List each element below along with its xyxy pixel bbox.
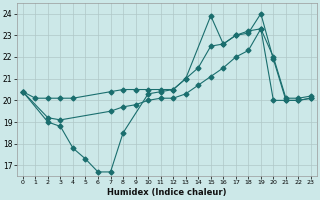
X-axis label: Humidex (Indice chaleur): Humidex (Indice chaleur): [107, 188, 227, 197]
